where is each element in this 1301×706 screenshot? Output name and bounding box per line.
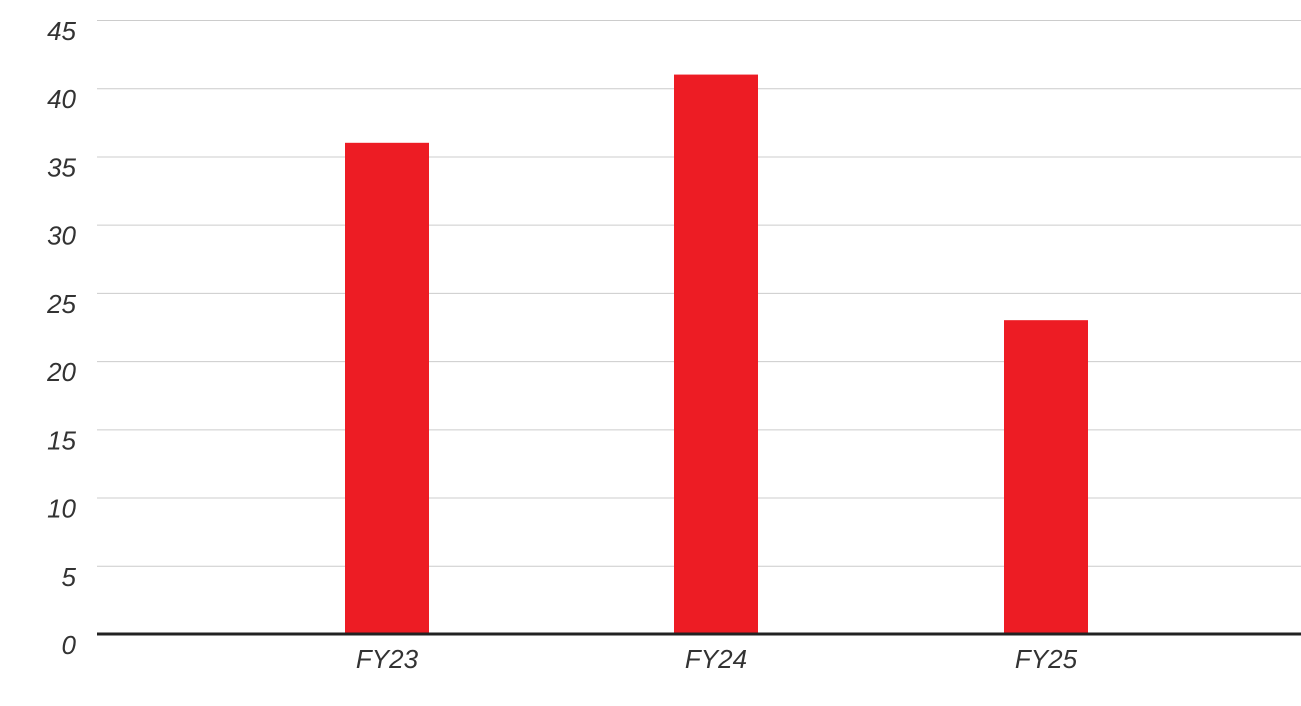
bar-fy24 — [674, 74, 758, 635]
x-tick-labels: FY23 FY24 FY25 — [356, 644, 1078, 674]
bar-fy23 — [345, 142, 429, 635]
y-tick-label: 45 — [47, 16, 76, 46]
y-tick-label: 5 — [62, 562, 77, 592]
y-tick-label: 30 — [47, 221, 76, 251]
y-tick-label: 35 — [47, 152, 76, 182]
y-tick-label: 40 — [47, 84, 76, 114]
y-tick-label: 25 — [46, 289, 76, 319]
bar-fy25 — [1004, 320, 1088, 634]
y-tick-label: 10 — [47, 494, 76, 524]
x-tick-label: FY25 — [1015, 644, 1078, 674]
bars — [345, 74, 1088, 635]
y-tick-label: 20 — [46, 357, 76, 387]
y-tick-labels: 0 5 10 15 20 25 30 35 40 45 — [46, 16, 76, 660]
x-tick-label: FY23 — [356, 644, 419, 674]
y-tick-label: 15 — [47, 425, 76, 455]
y-tick-label: 0 — [62, 630, 77, 660]
x-tick-label: FY24 — [685, 644, 747, 674]
